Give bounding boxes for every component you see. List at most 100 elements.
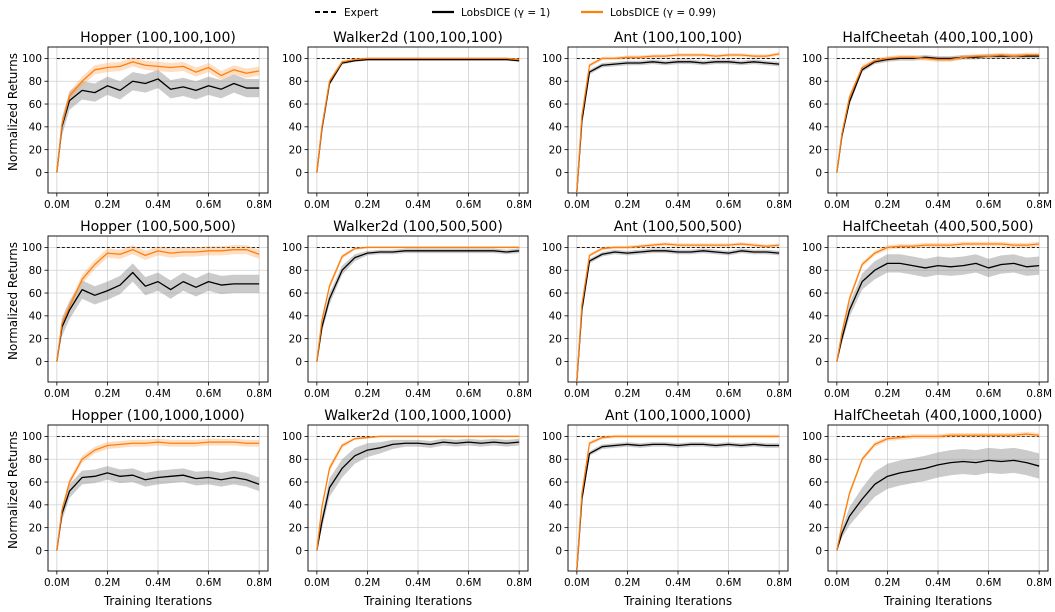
y-tick-label: 80 (289, 265, 302, 277)
series-line-gamma-1 (56, 472, 260, 551)
series-line-gamma-099 (316, 246, 520, 362)
y-tick-label: 100 (282, 242, 302, 254)
ylabel-row-3: Normalized Returns (6, 431, 20, 549)
x-tick-label: 0.0M (824, 388, 850, 400)
y-tick-label: 60 (809, 477, 822, 489)
y-tick-label: 0 (555, 545, 562, 557)
y-tick-label: 20 (549, 333, 562, 345)
y-tick-label: 100 (542, 431, 562, 443)
y-tick-label: 80 (29, 265, 42, 277)
x-tick-label: 0.4M (405, 577, 431, 589)
x-tick-label: 0.2M (615, 577, 641, 589)
x-tick-label: 0.6M (456, 199, 482, 211)
series-line-gamma-099 (836, 433, 1040, 551)
band-gamma-1 (56, 69, 260, 173)
x-tick-label: 0.6M (196, 577, 222, 589)
x-tick-label: 0.2M (95, 388, 121, 400)
x-tick-label: 0.4M (925, 577, 951, 589)
y-tick-label: 80 (549, 76, 562, 88)
legend-entry-gamma-099: LobsDICE (γ = 0.99) (581, 7, 716, 19)
y-tick-label: 100 (282, 53, 302, 65)
panel-title: Ant (100,1000,1000) (605, 408, 751, 424)
y-tick-label: 20 (549, 522, 562, 534)
y-tick-label: 40 (29, 500, 42, 512)
ylabel-row-1: Normalized Returns (6, 53, 20, 171)
series-line-gamma-1 (836, 55, 1040, 173)
y-tick-label: 0 (295, 545, 302, 557)
x-tick-label: 0.0M (564, 388, 590, 400)
x-tick-label: 0.0M (564, 199, 590, 211)
panel-11: 0.0M 0.2M 0.4M 0.6M 0.8M 0 20 40 60 80 100 Ant (100… (542, 408, 792, 589)
x-tick-label: 0.6M (716, 577, 742, 589)
x-tick-label: 0.8M (766, 388, 792, 400)
x-tick-label: 0.4M (665, 388, 691, 400)
y-tick-label: 20 (549, 144, 562, 156)
x-tick-label: 0.2M (95, 199, 121, 211)
series-line-gamma-099 (576, 435, 780, 570)
series-line-gamma-099 (316, 57, 520, 173)
x-tick-label: 0.2M (875, 199, 901, 211)
legend: Expert LobsDICE (γ = 1) LobsDICE (γ = 0.… (315, 7, 716, 19)
x-tick-label: 0.8M (1026, 577, 1052, 589)
y-tick-label: 80 (809, 265, 822, 277)
x-tick-label: 0.0M (564, 577, 590, 589)
x-tick-label: 0.8M (766, 577, 792, 589)
x-tick-label: 0.4M (665, 199, 691, 211)
xlabel-col-4: Training Iterations (883, 594, 992, 608)
panel-title: Walker2d (100,500,500) (333, 219, 503, 235)
y-tick-label: 20 (289, 522, 302, 534)
x-tick-label: 0.0M (824, 199, 850, 211)
panel-2: 0.0M 0.2M 0.4M 0.6M 0.8M 0 20 40 60 80 100 Walker2d… (282, 30, 532, 211)
y-tick-label: 0 (815, 545, 822, 557)
x-tick-label: 0.8M (246, 388, 272, 400)
x-tick-label: 0.0M (824, 577, 850, 589)
x-tick-label: 0.0M (44, 199, 70, 211)
series-line-gamma-099 (576, 243, 780, 381)
x-tick-label: 0.8M (1026, 388, 1052, 400)
x-tick-label: 0.2M (615, 199, 641, 211)
x-tick-label: 0.4M (925, 388, 951, 400)
x-tick-label: 0.6M (976, 199, 1002, 211)
y-tick-label: 0 (35, 356, 42, 368)
x-tick-label: 0.2M (355, 388, 381, 400)
series-line-gamma-1 (576, 443, 780, 570)
y-tick-label: 0 (815, 167, 822, 179)
panel-10: 0.0M 0.2M 0.4M 0.6M 0.8M 0 20 40 60 80 100 Walker2d… (282, 408, 532, 589)
series-line-gamma-099 (316, 435, 520, 551)
y-tick-label: 60 (809, 99, 822, 111)
y-tick-label: 60 (809, 288, 822, 300)
series-line-gamma-099 (576, 53, 780, 192)
y-tick-label: 40 (809, 500, 822, 512)
band-gamma-1 (56, 466, 260, 551)
series-line-gamma-099 (836, 54, 1040, 173)
panel-title: HalfCheetah (400,500,500) (842, 219, 1033, 235)
legend-label-gamma-1: LobsDICE (γ = 1) (461, 7, 550, 19)
x-tick-label: 0.2M (875, 577, 901, 589)
panel-4: 0.0M 0.2M 0.4M 0.6M 0.8M 0 20 40 60 80 100 HalfChee… (802, 30, 1052, 211)
x-tick-label: 0.0M (304, 199, 330, 211)
y-tick-label: 100 (22, 242, 42, 254)
series-line-gamma-099 (836, 243, 1040, 362)
y-tick-label: 0 (35, 167, 42, 179)
y-tick-label: 80 (29, 454, 42, 466)
xlabel-col-1: Training Iterations (103, 594, 212, 608)
panel-title: Hopper (100,1000,1000) (71, 408, 245, 424)
x-tick-label: 0.6M (196, 388, 222, 400)
band-gamma-1 (836, 447, 1040, 551)
panel-9: 0.0M 0.2M 0.4M 0.6M 0.8M 0 20 40 60 80 100 Hopper (… (22, 408, 272, 589)
x-tick-label: 0.6M (456, 577, 482, 589)
series-line-gamma-1 (316, 250, 520, 362)
y-tick-label: 100 (22, 53, 42, 65)
ylabel-row-2: Normalized Returns (6, 242, 20, 360)
y-tick-label: 60 (29, 477, 42, 489)
legend-label-gamma-099: LobsDICE (γ = 0.99) (610, 7, 716, 19)
y-tick-label: 60 (29, 288, 42, 300)
y-tick-label: 100 (802, 431, 822, 443)
x-tick-label: 0.6M (716, 199, 742, 211)
y-tick-label: 20 (289, 333, 302, 345)
y-tick-label: 0 (815, 356, 822, 368)
x-tick-label: 0.2M (95, 577, 121, 589)
y-tick-label: 40 (289, 122, 302, 134)
x-tick-label: 0.4M (925, 199, 951, 211)
